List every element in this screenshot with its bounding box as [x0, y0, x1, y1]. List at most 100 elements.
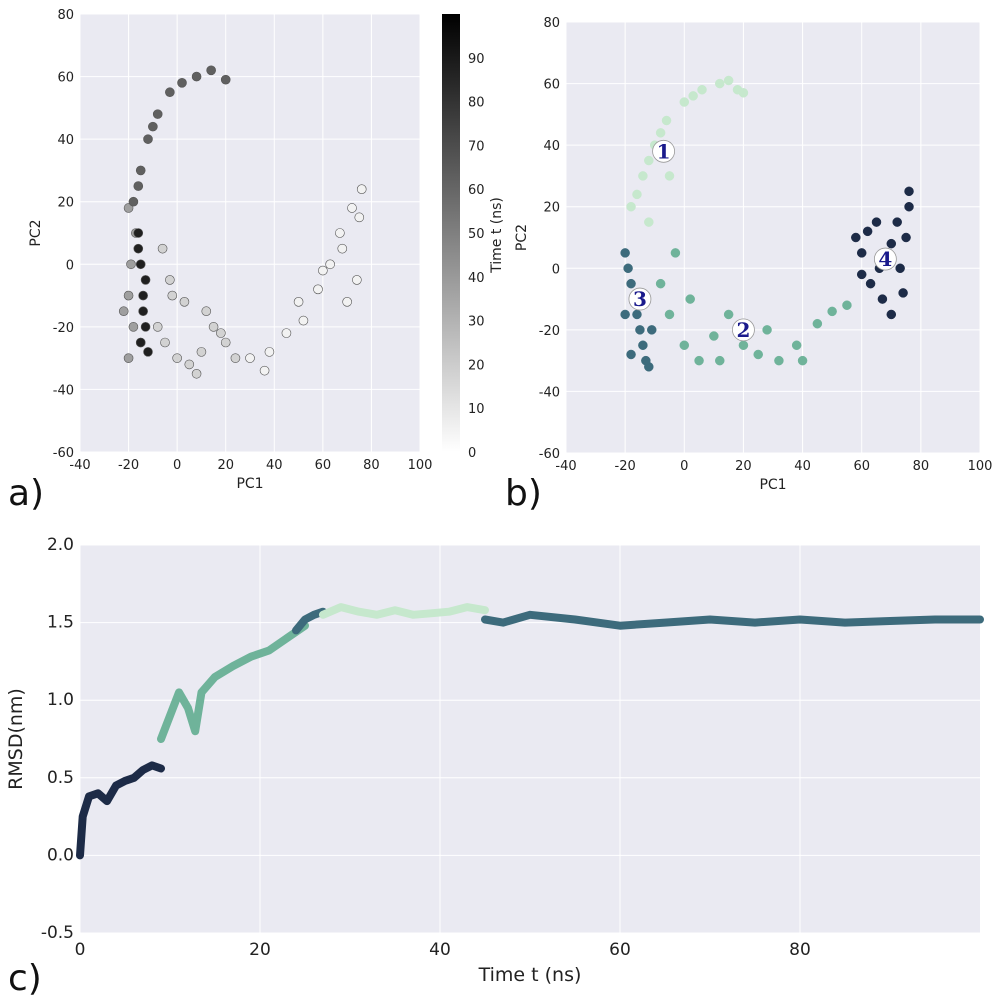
panel-b-point — [898, 288, 908, 298]
panel-c-point — [86, 793, 92, 800]
panel-a-point — [118, 306, 129, 317]
panel-a-point — [123, 353, 134, 363]
panel-b-point — [774, 355, 784, 366]
panel-b-point — [647, 325, 657, 335]
panel-a-ytick-label: -60 — [53, 446, 74, 461]
panel-b-point — [635, 325, 645, 335]
panel-c-xtick-label: 80 — [789, 940, 811, 960]
panel-b-cluster-marker — [873, 247, 897, 271]
panel-a-ytick-label: -20 — [53, 321, 74, 336]
panel-c-point — [446, 608, 452, 615]
panel-b-point — [688, 91, 698, 101]
panel-b-ylabel: PC2 — [514, 224, 530, 251]
panel-c-point — [617, 622, 623, 629]
panel-b-point — [877, 294, 888, 304]
panel-a-colorbar-tick-label: 40 — [468, 271, 485, 286]
panel-a-point — [264, 347, 275, 357]
panel-b-point — [620, 309, 630, 320]
panel-c-point — [176, 689, 182, 696]
panel-a-point — [347, 203, 357, 213]
panel-a-colorbar-tick-label: 90 — [468, 52, 485, 67]
panel-b-tag: b) — [505, 473, 542, 514]
panel-b-point — [723, 75, 734, 86]
panel-a-point — [281, 328, 292, 338]
panel-c-ytick-label: 0.5 — [47, 768, 74, 788]
panel-c-point — [248, 653, 254, 660]
panel-a-point — [140, 275, 151, 285]
panel-b-ytick-label: -60 — [539, 447, 560, 462]
panel-c-point — [842, 619, 848, 626]
panel-a-point — [356, 184, 367, 194]
panel-b-ytick-label: 40 — [543, 139, 560, 154]
panel-a-point — [179, 297, 190, 307]
panel-a-point — [167, 290, 178, 301]
panel-a-colorbar-tick-label: 10 — [468, 402, 485, 417]
panel-a-point — [152, 109, 163, 119]
panel-b-point — [664, 309, 675, 320]
panel-a-point — [172, 353, 182, 363]
panel-a-point — [133, 181, 144, 191]
panel-b-cluster-marker — [732, 318, 755, 342]
panel-a-xtick-label: 80 — [363, 458, 380, 473]
panel-b-point — [901, 232, 911, 243]
panel-a-point — [157, 243, 168, 254]
panel-a-point — [354, 212, 365, 223]
panel-c-point — [104, 798, 110, 805]
panel-b-point — [620, 248, 630, 258]
panel-b-point — [856, 248, 867, 258]
panel-b-point — [862, 226, 873, 237]
panel-b-point — [753, 349, 763, 360]
panel-b-xtick-label: 40 — [794, 459, 811, 474]
panel-c-ytick-label: 0.0 — [47, 845, 74, 865]
panel-b-point — [762, 325, 772, 335]
panel-a-point — [128, 322, 139, 332]
panel-c-point — [500, 619, 506, 626]
panel-b-ytick-label: 20 — [543, 201, 560, 216]
panel-b-xtick-label: -20 — [615, 459, 636, 474]
panel-b-point — [679, 340, 690, 350]
panel-a-colorbar-tick-label: 0 — [468, 446, 476, 461]
panel-c-point — [428, 610, 434, 617]
panel-a-point — [342, 297, 352, 307]
panel-b-point — [791, 340, 802, 350]
panel-b-cluster-marker — [652, 139, 675, 163]
panel-a-point — [165, 275, 175, 285]
panel-b-point — [644, 155, 654, 166]
panel-b-point — [851, 232, 861, 243]
panel-a-point — [138, 306, 148, 317]
panel-b-point — [644, 217, 654, 227]
panel-b-cluster-marker — [628, 287, 652, 311]
panel-c-point — [95, 790, 101, 797]
panel-a-point — [230, 353, 241, 363]
panel-c-point — [464, 604, 470, 611]
panel-a-point — [337, 243, 348, 254]
panel-c-series-line — [319, 603, 489, 619]
panel-a-point — [318, 265, 328, 276]
panel-c-point — [311, 611, 317, 618]
panel-a-point — [293, 297, 304, 307]
panel-c-point — [410, 611, 416, 618]
panel-a-xtick-label: 60 — [315, 458, 332, 473]
panel-c-point — [79, 813, 86, 820]
panel-b-point — [738, 340, 749, 350]
panel-a-point — [196, 347, 207, 357]
panel-a-xtick-label: -40 — [69, 458, 90, 473]
panel-a-point — [135, 337, 146, 348]
panel-a-colorbar — [442, 14, 460, 452]
panel-a-point — [184, 359, 195, 370]
panel-a-ytick-label: -40 — [53, 383, 74, 398]
panel-a-point — [259, 365, 270, 376]
panel-c-point — [482, 607, 488, 614]
panel-b-xtick-label: -40 — [555, 459, 576, 474]
panel-a-point — [133, 228, 144, 238]
panel-a-point — [325, 259, 335, 270]
panel-c-point — [572, 616, 578, 623]
panel-a-xtick-label: 20 — [217, 458, 234, 473]
panel-c-point — [977, 616, 983, 623]
panel-a-xlabel: PC1 — [236, 476, 263, 492]
panel-b-cluster-label: 3 — [633, 287, 647, 311]
panel-c-series-line — [292, 607, 327, 635]
panel-a-point — [165, 87, 175, 98]
panel-a-xtick-label: 0 — [173, 458, 181, 473]
panel-b-point — [655, 278, 666, 289]
